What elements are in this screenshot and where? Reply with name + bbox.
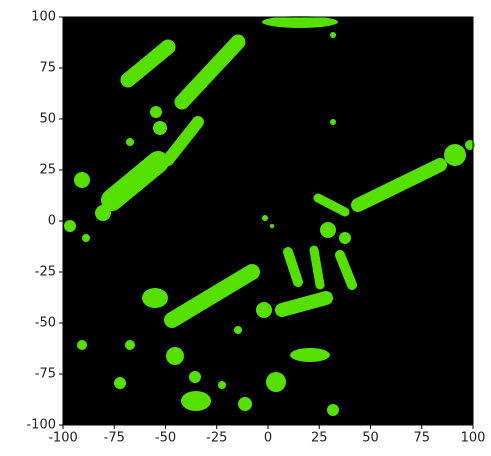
- echo: [181, 391, 211, 411]
- echo: [234, 326, 242, 334]
- x-tick-label: 50: [362, 431, 379, 446]
- x-tick-label: 100: [461, 431, 486, 446]
- y-tick-label: 25: [39, 163, 56, 178]
- echo: [114, 377, 126, 389]
- x-tick-label: 25: [311, 431, 328, 446]
- echo: [262, 215, 268, 221]
- echo: [283, 247, 303, 287]
- echo: [189, 371, 201, 383]
- echo: [238, 397, 252, 411]
- x-tick-label: 75: [413, 431, 430, 446]
- echo: [150, 106, 162, 118]
- y-tick-label: 50: [39, 112, 56, 127]
- x-tick-label: 0: [264, 431, 272, 446]
- echo: [74, 172, 90, 188]
- echo: [153, 121, 167, 135]
- echo: [444, 144, 466, 166]
- echo: [339, 232, 351, 244]
- y-tick-label: 100: [31, 10, 56, 25]
- echo-layer: [64, 16, 475, 416]
- x-tick-label: -100: [48, 431, 78, 446]
- echo: [290, 348, 330, 362]
- echo: [262, 16, 338, 28]
- y-tick-label: 0: [48, 214, 56, 229]
- y-tick-label: -100: [26, 418, 56, 433]
- echo: [320, 222, 336, 238]
- echo: [125, 340, 135, 350]
- echo: [327, 404, 339, 416]
- x-tick-label: -75: [104, 431, 125, 446]
- echo: [270, 224, 274, 228]
- echo: [335, 250, 357, 290]
- echo: [166, 347, 184, 365]
- echo: [64, 220, 76, 232]
- y-tick-label: -25: [35, 265, 56, 280]
- echo: [164, 264, 260, 328]
- y-tick-label: -50: [35, 316, 56, 331]
- echo: [330, 119, 336, 125]
- echo: [313, 193, 350, 217]
- echo: [330, 32, 336, 38]
- echo: [120, 39, 176, 88]
- x-tick-label: -25: [206, 431, 227, 446]
- x-tick-label: -50: [155, 431, 176, 446]
- echo: [256, 302, 272, 318]
- echo: [95, 205, 111, 221]
- echo: [162, 116, 204, 166]
- echo: [82, 234, 90, 242]
- echo: [126, 138, 134, 146]
- echo: [218, 381, 226, 389]
- y-tick-label: -75: [35, 367, 56, 382]
- echo: [351, 158, 447, 212]
- echo: [142, 288, 168, 308]
- echo: [275, 291, 333, 317]
- echo: [77, 340, 87, 350]
- echo: [101, 151, 169, 211]
- echo: [174, 34, 246, 110]
- echo: [309, 245, 325, 290]
- echo: [266, 372, 286, 392]
- y-tick-label: 75: [39, 61, 56, 76]
